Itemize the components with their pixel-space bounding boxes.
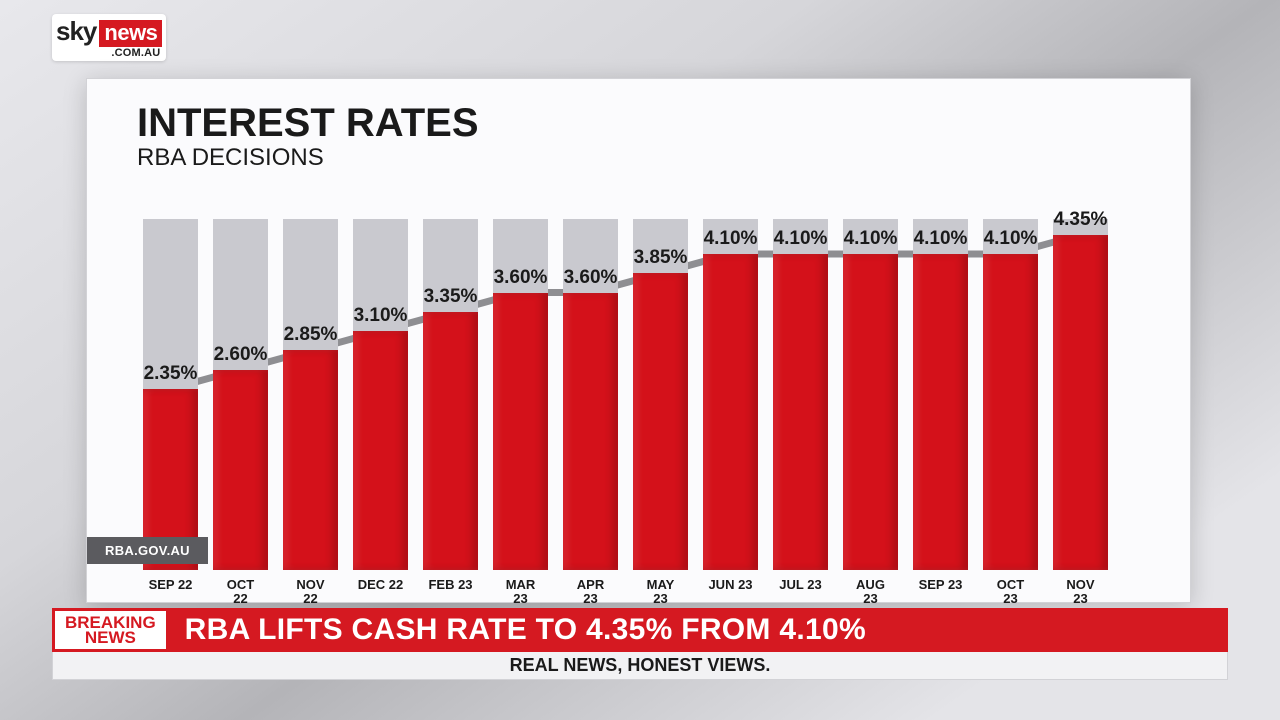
breaking-line-2: NEWS — [85, 630, 136, 645]
bar-value-label: 4.10% — [703, 228, 758, 250]
bar-value-label: 4.35% — [1053, 209, 1108, 231]
bar-value-label: 3.60% — [563, 267, 618, 289]
x-axis-label: OCT23 — [977, 578, 1044, 607]
bar-fill — [423, 312, 478, 570]
bar-value-label: 4.10% — [843, 228, 898, 250]
bar-value-label: 2.60% — [213, 344, 268, 366]
x-axis-label: JUL 23 — [767, 578, 834, 592]
x-axis-label: JUN 23 — [697, 578, 764, 592]
network-logo: sky news .COM.AU — [52, 14, 166, 61]
bar-chart: 2.35%SEP 222.60%OCT222.85%NOV223.10%DEC … — [143, 200, 1123, 570]
bar: 3.85% — [633, 200, 688, 570]
x-axis-label: NOV23 — [1047, 578, 1114, 607]
bar: 2.60% — [213, 200, 268, 570]
bar: 2.85% — [283, 200, 338, 570]
logo-brand-news: news — [99, 20, 162, 47]
lower-third: BREAKING NEWS RBA LIFTS CASH RATE TO 4.3… — [52, 608, 1228, 680]
bar-value-label: 4.10% — [983, 228, 1038, 250]
source-badge: RBA.GOV.AU — [87, 537, 208, 564]
bar: 4.10% — [703, 200, 758, 570]
bar-fill — [913, 254, 968, 570]
headline-bar: RBA LIFTS CASH RATE TO 4.35% FROM 4.10% — [169, 608, 1228, 652]
x-axis-label: MAR23 — [487, 578, 554, 607]
bar: 2.35% — [143, 200, 198, 570]
bar-fill — [773, 254, 828, 570]
bar-fill — [983, 254, 1038, 570]
bar: 4.10% — [773, 200, 828, 570]
x-axis-label: SEP 22 — [137, 578, 204, 592]
breaking-news-badge: BREAKING NEWS — [52, 608, 169, 652]
bar-value-label: 3.10% — [353, 305, 408, 327]
headline-text: RBA LIFTS CASH RATE TO 4.35% FROM 4.10% — [185, 613, 866, 647]
bar-fill — [353, 331, 408, 570]
logo-subdomain: .COM.AU — [56, 47, 162, 59]
chart-title: INTEREST RATES — [137, 101, 1160, 146]
x-axis-label: MAY23 — [627, 578, 694, 607]
bar-fill — [493, 293, 548, 571]
bar-fill — [633, 273, 688, 570]
bar: 4.10% — [913, 200, 968, 570]
x-axis-label: FEB 23 — [417, 578, 484, 592]
bar-fill — [843, 254, 898, 570]
x-axis-label: AUG23 — [837, 578, 904, 607]
logo-brand-sky: sky — [56, 16, 96, 47]
x-axis-label: OCT22 — [207, 578, 274, 607]
bar-value-label: 2.35% — [143, 363, 198, 385]
bar-fill — [283, 350, 338, 570]
chart-panel: INTEREST RATES RBA DECISIONS 2.35%SEP 22… — [86, 78, 1191, 603]
bar: 3.60% — [493, 200, 548, 570]
bar-value-label: 3.35% — [423, 286, 478, 308]
bar-value-label: 4.10% — [773, 228, 828, 250]
chart-subtitle: RBA DECISIONS — [137, 144, 1160, 172]
bar: 3.60% — [563, 200, 618, 570]
bar: 3.35% — [423, 200, 478, 570]
bar: 3.10% — [353, 200, 408, 570]
x-axis-label: DEC 22 — [347, 578, 414, 592]
bar-value-label: 4.10% — [913, 228, 968, 250]
bar-fill — [213, 370, 268, 570]
bar-fill — [1053, 235, 1108, 570]
bar: 4.10% — [983, 200, 1038, 570]
tagline-bar: REAL NEWS, HONEST VIEWS. — [52, 652, 1228, 680]
x-axis-label: APR23 — [557, 578, 624, 607]
x-axis-label: NOV22 — [277, 578, 344, 607]
bar-value-label: 3.60% — [493, 267, 548, 289]
bar: 4.35% — [1053, 200, 1108, 570]
bar-value-label: 2.85% — [283, 324, 338, 346]
bar-value-label: 3.85% — [633, 247, 688, 269]
bar: 4.10% — [843, 200, 898, 570]
x-axis-label: SEP 23 — [907, 578, 974, 592]
bar-fill — [703, 254, 758, 570]
bar-fill — [563, 293, 618, 571]
